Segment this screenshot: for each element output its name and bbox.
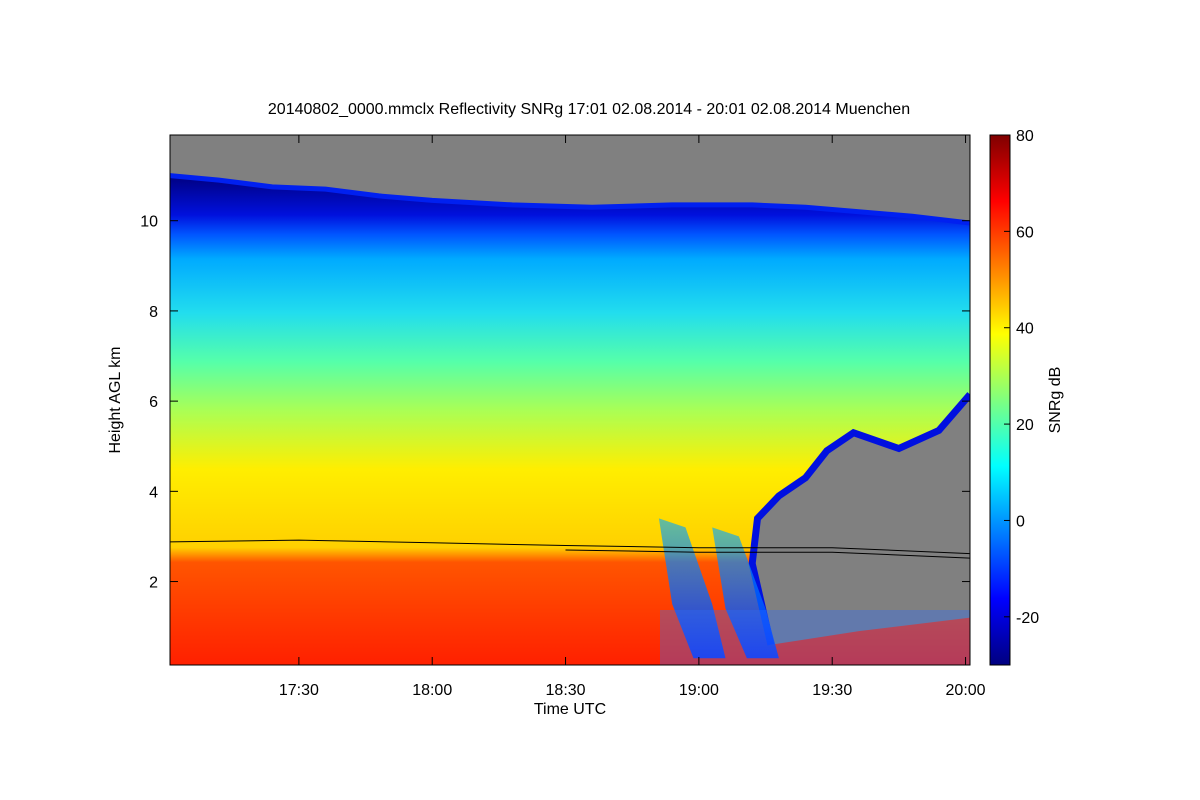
clear-air-region bbox=[752, 394, 970, 645]
x-axis-title: Time UTC bbox=[534, 701, 606, 718]
y-axis-ticks: 2 4 6 8 10 bbox=[140, 214, 970, 592]
x-tick-label: 18:30 bbox=[546, 682, 586, 699]
plot-frame bbox=[169, 134, 971, 666]
colorbar-tick-label: 40 bbox=[1016, 321, 1034, 338]
fall-streak-1 bbox=[658, 518, 726, 659]
x-tick-label: 18:00 bbox=[412, 682, 452, 699]
x-axis-ticks: 17:30 18:00 18:30 19:00 19:30 20:00 bbox=[279, 135, 986, 699]
clear-air-edge bbox=[748, 392, 970, 646]
x-tick-label: 19:30 bbox=[812, 682, 852, 699]
x-tick-label: 19:00 bbox=[679, 682, 719, 699]
colorbar-ticks: -20 0 20 40 60 80 bbox=[1004, 128, 1039, 627]
melting-layer-line bbox=[170, 539, 970, 555]
ground-clutter bbox=[660, 610, 970, 665]
colorbar-tick-label: 80 bbox=[1016, 128, 1034, 145]
colorbar bbox=[989, 134, 1011, 666]
y-tick-label: 10 bbox=[140, 214, 158, 231]
x-tick-label: 20:00 bbox=[946, 682, 986, 699]
y-tick-label: 2 bbox=[149, 575, 158, 592]
y-tick-label: 4 bbox=[149, 484, 158, 501]
echo-top-edge bbox=[170, 173, 970, 226]
colorbar-tick-label: 20 bbox=[1016, 417, 1034, 434]
colorbar-title: SNRg dB bbox=[1047, 367, 1064, 434]
colorbar-tick-label: 60 bbox=[1016, 224, 1034, 241]
plot-area bbox=[170, 135, 970, 665]
fall-streak-2 bbox=[712, 527, 779, 659]
y-tick-label: 8 bbox=[149, 304, 158, 321]
y-axis-title: Height AGL km bbox=[107, 346, 124, 453]
melting-layer-line-lower bbox=[565, 549, 970, 559]
colorbar-tick-label: -20 bbox=[1016, 610, 1039, 627]
x-tick-label: 17:30 bbox=[279, 682, 319, 699]
chart-title: 20140802_0000.mmclx Reflectivity SNRg 17… bbox=[268, 101, 910, 118]
y-tick-label: 6 bbox=[149, 394, 158, 411]
colorbar-tick-label: 0 bbox=[1016, 513, 1025, 530]
